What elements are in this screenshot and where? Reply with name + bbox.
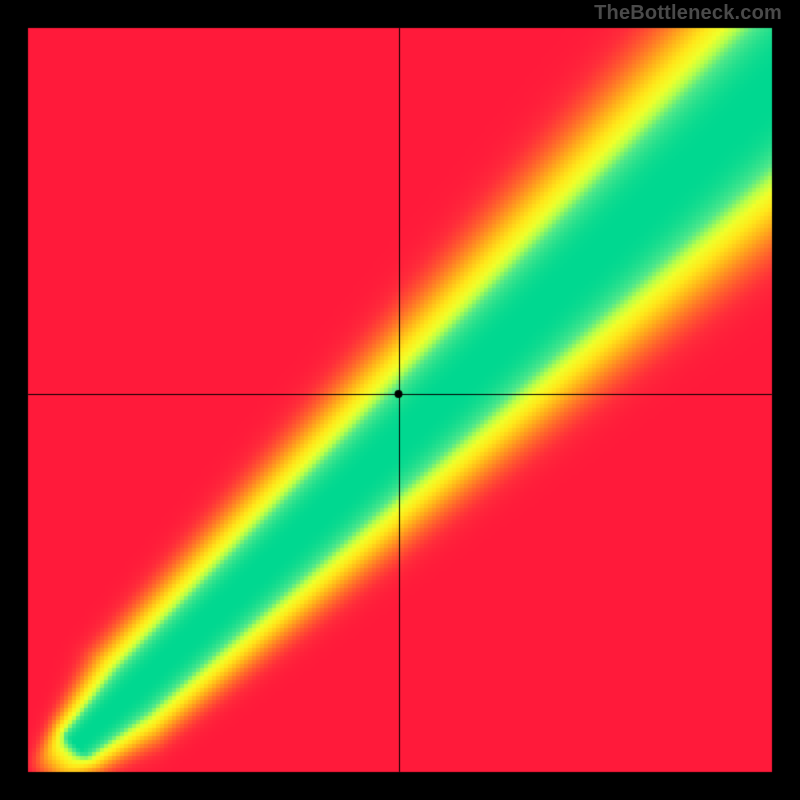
- chart-container: TheBottleneck.com: [0, 0, 800, 800]
- watermark-label: TheBottleneck.com: [594, 2, 782, 25]
- crosshair-overlay: [0, 0, 800, 800]
